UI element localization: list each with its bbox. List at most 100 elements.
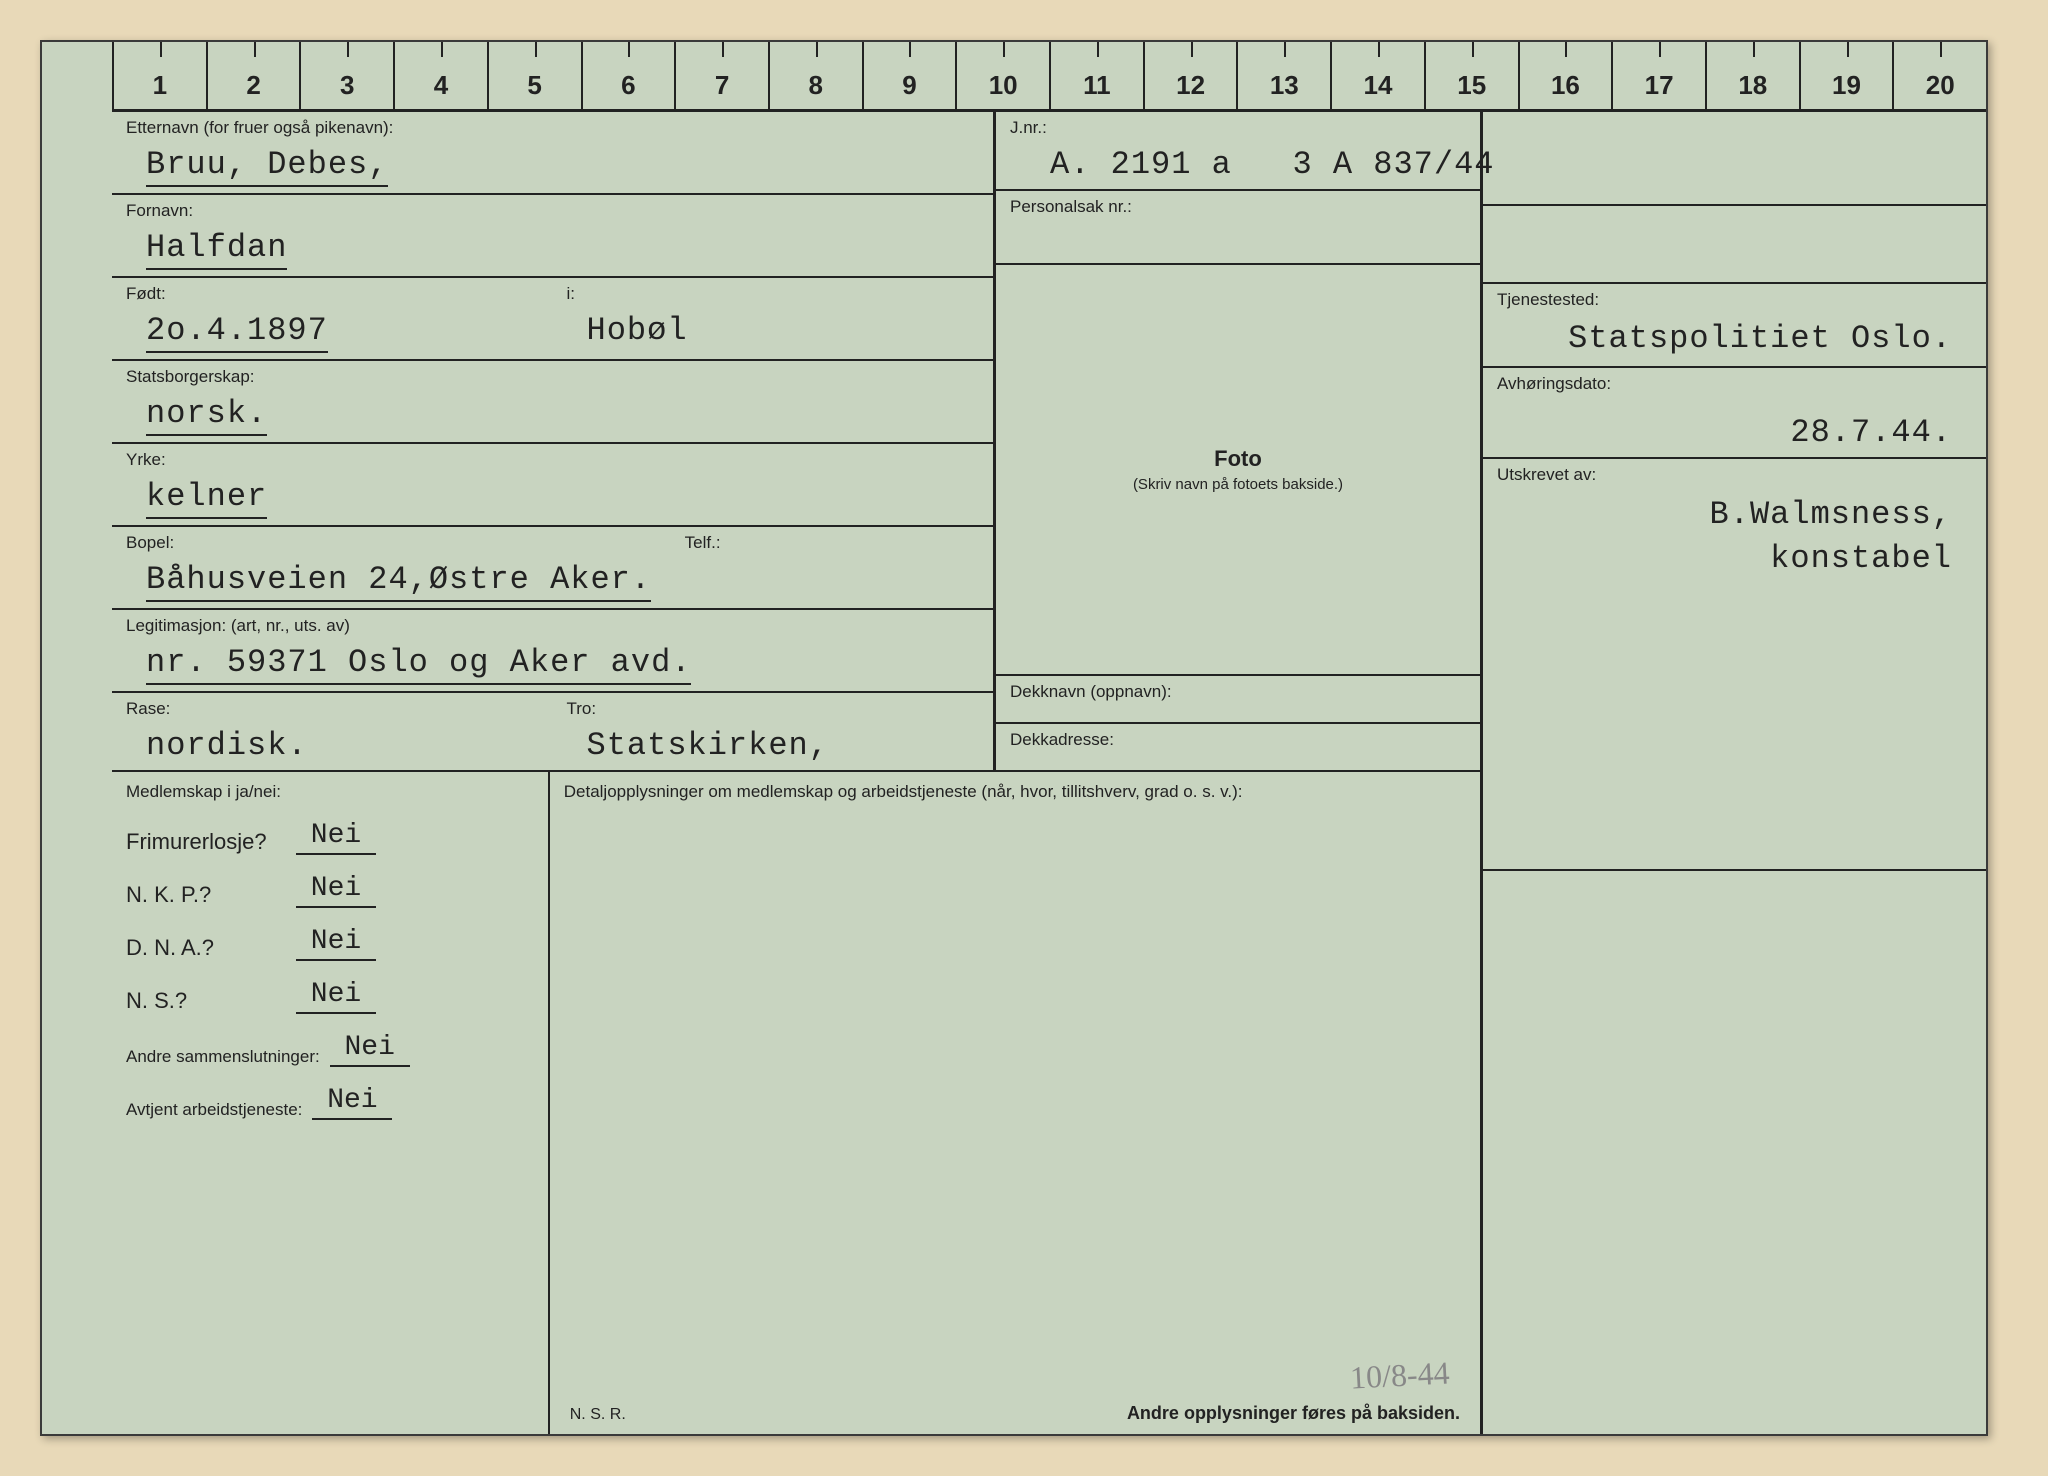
membership-left: Medlemskap i ja/nei: Frimurerlosje? Nei …: [112, 772, 550, 1434]
label-ns: N. S.?: [126, 988, 286, 1014]
label-tjenestested: Tjenestested:: [1497, 290, 1972, 310]
field-personalsak: Personalsak nr.:: [996, 191, 1480, 265]
value-bopel: Båhusveien 24,Østre Aker.: [146, 561, 651, 602]
ruler-tick: 9: [862, 42, 956, 109]
label-dna: D. N. A.?: [126, 935, 286, 961]
label-utskrevet: Utskrevet av:: [1497, 465, 1972, 485]
ruler-tick: 3: [299, 42, 393, 109]
mem-ns: N. S.? Nei: [126, 979, 534, 1014]
field-fornavn: Fornavn: Halfdan: [112, 195, 993, 278]
personal-column: Etternavn (for fruer også pikenavn): Bru…: [112, 112, 993, 772]
membership-right: Detaljopplysninger om medlemskap og arbe…: [550, 772, 1480, 1434]
value-dna: Nei: [296, 926, 376, 961]
ruler-tick: 5: [487, 42, 581, 109]
membership-section: Medlemskap i ja/nei: Frimurerlosje? Nei …: [112, 772, 1480, 1434]
value-etternavn: Bruu, Debes,: [146, 146, 388, 187]
value-fodt: 2o.4.1897: [146, 312, 328, 353]
mem-andre: Andre sammenslutninger: Nei: [126, 1032, 534, 1067]
value-legitimasjon: nr. 59371 Oslo og Aker avd.: [146, 644, 691, 685]
field-dekkadresse: Dekkadresse:: [996, 724, 1480, 772]
label-dekkadresse: Dekkadresse:: [1010, 730, 1466, 750]
ruler-tick: 14: [1330, 42, 1424, 109]
ruler-tick: 4: [393, 42, 487, 109]
label-personalsak: Personalsak nr.:: [1010, 197, 1466, 217]
field-yrke: Yrke: kelner: [112, 444, 993, 527]
value-jnr: A. 2191 a 3 A 837/44: [1050, 146, 1494, 183]
value-frimurer: Nei: [296, 820, 376, 855]
field-avhoringsdato: Avhøringsdato: 28.7.44.: [1483, 368, 1986, 459]
field-statsborgerskap: Statsborgerskap: norsk.: [112, 361, 993, 444]
field-tjenestested: Tjenestested: Statspolitiet Oslo.: [1483, 284, 1986, 368]
value-tro: Statskirken,: [587, 727, 829, 764]
ruler-tick: 20: [1892, 42, 1986, 109]
label-bopel: Bopel:: [126, 533, 979, 553]
label-medlemskap: Medlemskap i ja/nei:: [126, 782, 534, 802]
mem-dna: D. N. A.? Nei: [126, 926, 534, 961]
field-dekknavn: Dekknavn (oppnavn):: [996, 676, 1480, 724]
label-etternavn: Etternavn (for fruer også pikenavn):: [126, 118, 979, 138]
ruler-tick: 16: [1518, 42, 1612, 109]
mid-column: J.nr.: A. 2191 a 3 A 837/44 Personalsak …: [993, 112, 1480, 772]
field-bopel: Bopel: Telf.: Båhusveien 24,Østre Aker.: [112, 527, 993, 610]
value-nkp: Nei: [296, 873, 376, 908]
right-spacer-1: [1483, 112, 1986, 206]
field-fodt: Født: 2o.4.1897 i: Hobøl: [112, 278, 993, 361]
ruler-tick: 10: [955, 42, 1049, 109]
registration-card: 1 2 3 4 5 6 7 8 9 10 11 12 13 14 15 16 1…: [40, 40, 1988, 1436]
field-jnr: J.nr.: A. 2191 a 3 A 837/44: [996, 112, 1480, 191]
label-legitimasjon: Legitimasjon: (art, nr., uts. av): [126, 616, 979, 636]
label-dekknavn: Dekknavn (oppnavn):: [1010, 682, 1466, 702]
scanned-page: Til Rikspersonalregisteret for anmeldte.…: [0, 0, 2048, 1476]
field-rase-tro: Rase: nordisk. Tro: Statskirken,: [112, 693, 993, 772]
mem-nkp: N. K. P.? Nei: [126, 873, 534, 908]
upper-personal: Etternavn (for fruer også pikenavn): Bru…: [112, 112, 1480, 772]
field-etternavn: Etternavn (for fruer også pikenavn): Bru…: [112, 112, 993, 195]
ruler-tick: 12: [1143, 42, 1237, 109]
ruler-tick: 11: [1049, 42, 1143, 109]
label-nkp: N. K. P.?: [126, 882, 286, 908]
handwritten-date: 10/8-44: [1350, 1354, 1451, 1396]
field-legitimasjon: Legitimasjon: (art, nr., uts. av) nr. 59…: [112, 610, 993, 693]
label-fodt: Født:: [126, 284, 539, 304]
value-utskrevet: B.Walmsness, konstabel: [1710, 496, 1952, 578]
form-body: Etternavn (for fruer også pikenavn): Bru…: [112, 112, 1986, 1434]
ruler-tick: 6: [581, 42, 675, 109]
foto-label: Foto: [1214, 446, 1262, 472]
value-andre: Nei: [330, 1032, 410, 1067]
ruler-tick: 2: [206, 42, 300, 109]
label-jnr: J.nr.:: [1010, 118, 1466, 138]
mem-avtjent: Avtjent arbeidstjeneste: Nei: [126, 1085, 534, 1120]
label-fornavn: Fornavn:: [126, 201, 979, 221]
field-utskrevet: Utskrevet av: B.Walmsness, konstabel: [1483, 459, 1986, 872]
label-yrke: Yrke:: [126, 450, 979, 470]
ruler-tick: 1: [112, 42, 206, 109]
value-avhoringsdato: 28.7.44.: [1790, 414, 1952, 451]
value-fodt-i: Hobøl: [587, 312, 688, 349]
mem-frimurer: Frimurerlosje? Nei: [126, 820, 534, 855]
right-lower-blank: [1483, 871, 1986, 1434]
value-ns: Nei: [296, 979, 376, 1014]
ruler-tick: 15: [1424, 42, 1518, 109]
nsr-label: N. S. R.: [570, 1406, 626, 1424]
label-frimurer: Frimurerlosje?: [126, 829, 286, 855]
label-detalj: Detaljopplysninger om medlemskap og arbe…: [564, 782, 1466, 802]
value-statsborgerskap: norsk.: [146, 395, 267, 436]
label-statsborgerskap: Statsborgerskap:: [126, 367, 979, 387]
label-andre: Andre sammenslutninger:: [126, 1047, 320, 1067]
value-avtjent: Nei: [312, 1085, 392, 1120]
label-avhoringsdato: Avhøringsdato:: [1497, 374, 1972, 394]
left-region: Etternavn (for fruer også pikenavn): Bru…: [112, 112, 1480, 1434]
ruler-tick: 19: [1799, 42, 1893, 109]
ruler-tick: 17: [1611, 42, 1705, 109]
label-fodt-i: i:: [567, 284, 980, 304]
foto-box: Foto (Skriv navn på fotoets bakside.): [996, 265, 1480, 676]
ruler-scale: 1 2 3 4 5 6 7 8 9 10 11 12 13 14 15 16 1…: [112, 42, 1986, 112]
ruler-tick: 18: [1705, 42, 1799, 109]
right-column: Tjenestested: Statspolitiet Oslo. Avhøri…: [1480, 112, 1986, 1434]
value-tjenestested: Statspolitiet Oslo.: [1568, 320, 1952, 357]
label-rase: Rase:: [126, 699, 539, 719]
ruler-tick: 7: [674, 42, 768, 109]
foto-sublabel: (Skriv navn på fotoets bakside.): [1133, 476, 1343, 493]
label-tro: Tro:: [567, 699, 980, 719]
value-yrke: kelner: [146, 478, 267, 519]
